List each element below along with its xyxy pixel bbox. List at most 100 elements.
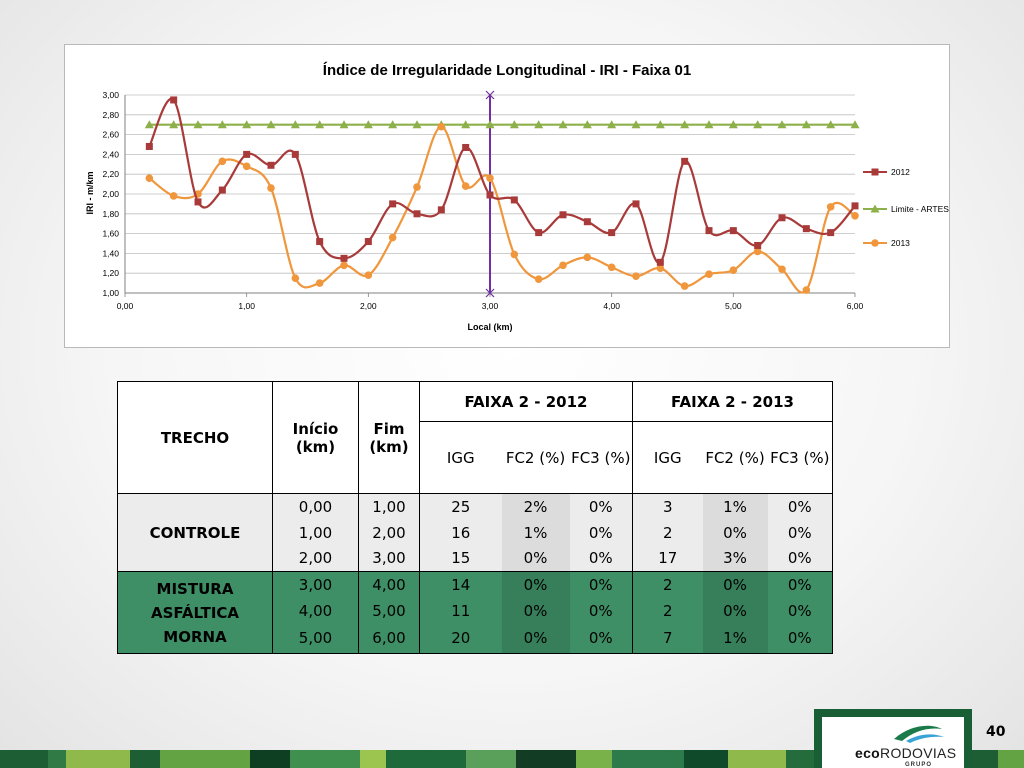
data-point-limite-artesp (655, 120, 665, 129)
cell-fc2-2012: 0% (501, 545, 570, 572)
data-point-2013 (437, 122, 446, 131)
table-row: 2,00 3,00 15 0% 0% 17 3% 0% (118, 545, 833, 572)
data-point-2013 (534, 275, 543, 283)
cell-fim: 5,00 (358, 597, 420, 624)
cell-fc3-2012: 0% (569, 597, 633, 624)
header-faixa2-2013: FAIXA 2 - 2013 (632, 381, 833, 422)
data-point-2013 (656, 264, 665, 273)
x-tick-label: 0,00 (117, 301, 134, 311)
data-point-2012 (705, 227, 713, 235)
data-point-2012 (218, 186, 226, 194)
strip-segment (48, 750, 66, 768)
strip-segment (250, 750, 290, 768)
table-row: CONTROLE 0,00 1,00 25 2% 0% 3 1% 0% (117, 493, 833, 572)
data-point-2012 (413, 210, 421, 218)
logo-rodovias: RODOVIAS (880, 745, 957, 761)
data-point-limite-artesp (704, 120, 714, 129)
data-point-2012 (656, 258, 664, 266)
y-tick-label: 2,00 (102, 189, 119, 199)
cell-inicio: 5,00 (272, 623, 359, 654)
data-point-2013 (753, 247, 762, 256)
data-point-2012 (535, 229, 543, 237)
data-point-limite-artesp (753, 120, 763, 129)
cell-inicio: 0,00 (272, 493, 359, 520)
data-point-2013 (729, 266, 738, 275)
y-axis-label: IRI - m/km (85, 171, 95, 214)
strip-segment (0, 750, 48, 768)
cell-fc3-2013: 0% (767, 623, 833, 654)
swoosh-icon (894, 725, 944, 743)
chart-panel: Índice de Irregularidade Longitudinal - … (64, 44, 950, 348)
data-point-limite-artesp (242, 120, 252, 129)
data-point-limite-artesp (485, 120, 495, 129)
header-fim: Fim (km) (358, 381, 420, 494)
data-point-2012 (802, 225, 810, 233)
y-tick-label: 1,60 (102, 229, 119, 239)
data-point-2012 (778, 214, 786, 222)
group-label: MISTURA ASFÁLTICA MORNA (117, 571, 273, 654)
data-point-2013 (802, 286, 811, 294)
ecorodovias-logo: ecoRODOVIAS GRUPO (814, 709, 972, 768)
cell-inicio: 4,00 (272, 597, 359, 624)
cell-igg-2012: 15 (419, 545, 502, 572)
data-point-2013 (851, 211, 859, 220)
cell-igg-2013: 17 (632, 545, 703, 572)
strip-segment (160, 750, 250, 768)
data-point-2013 (778, 265, 786, 274)
data-point-2012 (486, 191, 494, 199)
data-point-2013 (583, 253, 592, 262)
data-point-2012 (510, 196, 518, 204)
data-point-2013 (510, 250, 519, 259)
data-point-limite-artesp (631, 120, 641, 129)
x-tick-label: 1,00 (238, 301, 255, 311)
x-tick-label: 5,00 (725, 301, 742, 311)
data-point-limite-artesp (339, 120, 349, 129)
data-point-limite-artesp (169, 120, 179, 129)
data-point-limite-artesp (461, 120, 471, 129)
table-row: 4,00 5,00 11 0% 0% 2 0% 0% (118, 597, 833, 624)
strip-segment (728, 750, 786, 768)
y-tick-label: 2,80 (102, 110, 119, 120)
cell-fc3-2012: 0% (569, 623, 633, 654)
legend-label-2013: 2013 (891, 238, 910, 248)
data-point-2013 (680, 282, 689, 290)
data-point-2013 (267, 184, 275, 192)
cell-fc2-2012: 2% (501, 493, 570, 520)
data-point-2012 (389, 200, 397, 208)
chart-axes: 1,00 1,20 1,40 1,60 1,80 2,00 2,20 2,40 2,60 2,80… (102, 90, 863, 311)
iri-line-chart: Índice de Irregularidade Longitudinal - … (85, 62, 949, 332)
igg-table: TRECHO Início (km) Fim (km) FAIXA 2 - 20… (117, 381, 833, 654)
data-point-2013 (340, 261, 348, 270)
data-point-limite-artesp (290, 120, 300, 129)
data-point-limite-artesp (315, 120, 325, 129)
cell-fc3-2012: 0% (569, 571, 633, 598)
data-point-limite-artesp (801, 120, 811, 129)
cell-fc3-2012: 0% (569, 519, 633, 546)
table-row: 1,00 2,00 16 1% 0% 2 0% 0% (118, 519, 833, 546)
data-point-limite-artesp (144, 120, 154, 129)
cell-inicio: 3,00 (272, 571, 359, 598)
cell-fc2-2012: 0% (501, 597, 570, 624)
data-point-2013 (291, 274, 300, 282)
cell-igg-2013: 2 (632, 571, 703, 598)
data-point-2013 (388, 233, 397, 242)
y-tick-label: 2,40 (102, 149, 119, 159)
data-point-2012 (559, 211, 567, 219)
data-point-limite-artesp (680, 120, 690, 129)
x-tick-label: 4,00 (603, 301, 620, 311)
strip-segment (466, 750, 516, 768)
header-fc3-2013: FC3 (%) (767, 421, 833, 494)
data-point-2012 (170, 96, 178, 104)
data-point-limite-artesp (193, 120, 203, 129)
cell-igg-2013: 2 (632, 519, 703, 546)
data-point-2012 (462, 143, 470, 151)
data-point-2012 (267, 161, 275, 169)
table-row: 5,00 6,00 20 0% 0% 7 1% 0% (118, 623, 833, 654)
legend-label-2012: 2012 (891, 167, 910, 177)
series-line-2013 (148, 125, 856, 294)
data-point-limite-artesp (509, 120, 519, 129)
strip-segment (968, 750, 998, 768)
cell-fim: 3,00 (358, 545, 420, 572)
data-point-2012 (316, 238, 324, 246)
data-point-2013 (315, 279, 324, 287)
